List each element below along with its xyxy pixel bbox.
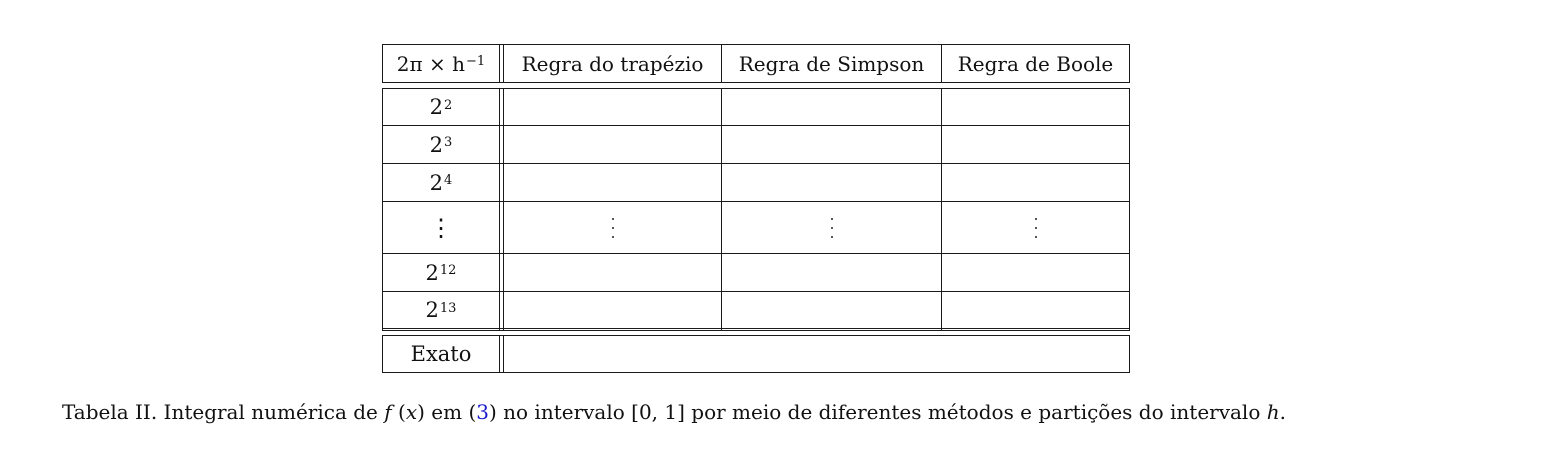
table-vline bbox=[503, 88, 504, 331]
row-label-exponent: 13 bbox=[439, 300, 457, 316]
table-rule-bottom bbox=[382, 372, 1130, 373]
table-caption: Tabela II. Integral numérica de f (x) em… bbox=[62, 400, 1286, 424]
footer-exact-label: Exato bbox=[410, 342, 472, 366]
caption-function: f bbox=[384, 400, 392, 424]
row-label-base: 2 bbox=[425, 298, 439, 322]
table-vline bbox=[503, 44, 504, 83]
table-rule-top bbox=[382, 44, 1130, 45]
row-label-vdots: ⋮ bbox=[429, 213, 453, 242]
row-label: 2 12 bbox=[383, 254, 499, 291]
caption-variable: h bbox=[1266, 400, 1280, 424]
table-rule-row-2 bbox=[382, 163, 1130, 164]
header-step-size: 2π × h −1 bbox=[383, 45, 499, 82]
caption-prefix: Tabela II. Integral numérica de bbox=[62, 400, 385, 424]
table-vline bbox=[1129, 88, 1130, 331]
table-vline bbox=[382, 335, 383, 373]
row-label-exponent: 3 bbox=[444, 135, 453, 150]
table-rule-header-bottom-2 bbox=[382, 88, 1130, 89]
boole-ellipsis bbox=[942, 202, 1129, 253]
row-label-base: 2 bbox=[429, 95, 444, 119]
header-step-size-label: 2π × h bbox=[396, 51, 466, 76]
row-label-exponent: 12 bbox=[439, 263, 457, 278]
row-label: 2 13 bbox=[383, 292, 499, 328]
header-simpson-rule: Regra de Simpson bbox=[738, 51, 925, 76]
table-vline bbox=[499, 44, 500, 83]
caption-paren-close: ) bbox=[417, 400, 425, 424]
caption-paren-open: ( bbox=[391, 400, 406, 424]
table-vline bbox=[941, 44, 942, 83]
table-vline bbox=[503, 335, 504, 373]
table-vline bbox=[1129, 335, 1130, 373]
table-vline bbox=[382, 88, 383, 331]
row-label-base: 2 bbox=[425, 260, 439, 285]
table-rule-row-1 bbox=[382, 125, 1130, 126]
table-rule-row-5 bbox=[382, 291, 1130, 292]
header-step-size-exponent: −1 bbox=[466, 54, 486, 69]
table-vline bbox=[382, 44, 383, 83]
table-vline bbox=[721, 88, 722, 331]
table-vline bbox=[941, 88, 942, 331]
table-vline bbox=[499, 88, 500, 331]
table-rule-row-3 bbox=[382, 201, 1130, 202]
table-rule-header-bottom-1 bbox=[382, 82, 1130, 83]
table-rule-body-bottom-1 bbox=[382, 328, 1130, 329]
equation-reference-link[interactable]: 3 bbox=[476, 400, 489, 424]
table-vline bbox=[1129, 44, 1130, 83]
table-rule-footer-top bbox=[382, 335, 1130, 336]
simpson-ellipsis bbox=[722, 202, 941, 253]
row-label-exponent: 2 bbox=[444, 97, 453, 113]
row-label-exponent: 4 bbox=[444, 173, 453, 188]
table-rule-row-4 bbox=[382, 253, 1130, 254]
caption-text: em ( bbox=[424, 400, 477, 424]
row-label-base: 2 bbox=[429, 170, 444, 195]
header-boole-rule: Regra de Boole bbox=[957, 51, 1114, 76]
trapezoid-ellipsis bbox=[504, 202, 721, 253]
table-vline bbox=[721, 44, 722, 83]
header-trapezoid-rule: Regra do trapézio bbox=[521, 51, 704, 76]
row-label-ellipsis: ⋮ bbox=[383, 202, 499, 253]
caption-text: ) no intervalo [0, 1] por meio de difere… bbox=[488, 400, 1267, 424]
table-vline bbox=[499, 335, 500, 373]
caption-suffix: . bbox=[1279, 400, 1286, 424]
caption-argument: x bbox=[405, 400, 418, 424]
row-label-base: 2 bbox=[429, 132, 444, 157]
table-rule-body-bottom-2 bbox=[382, 330, 1130, 331]
